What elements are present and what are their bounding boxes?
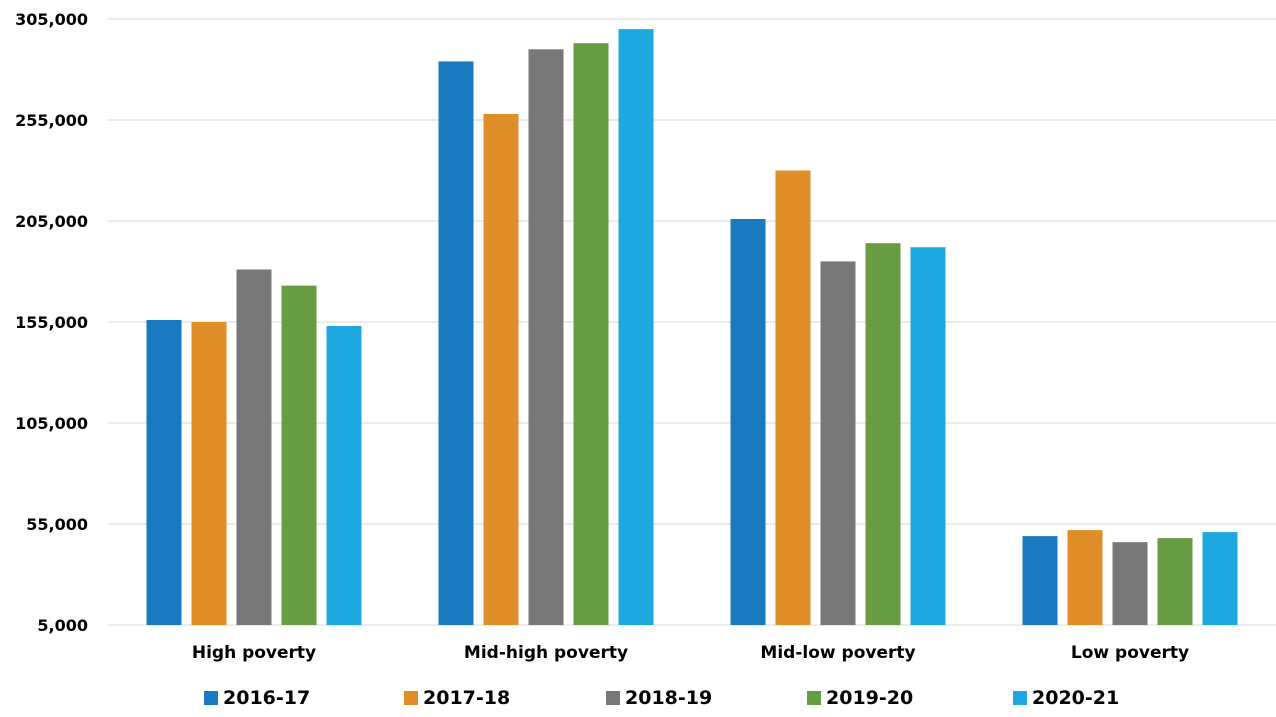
bar-2018-19-high-poverty	[236, 269, 272, 625]
bar-2018-19-mid-low-poverty	[820, 261, 856, 625]
y-tick-label: 205,000	[15, 212, 88, 231]
legend-swatch	[1013, 691, 1027, 705]
legend-label: 2019-20	[826, 687, 913, 709]
bar-2018-19-low-poverty	[1112, 542, 1148, 625]
bar-2017-18-mid-low-poverty	[775, 170, 811, 625]
legend-swatch	[807, 691, 821, 705]
legend-swatch	[404, 691, 418, 705]
legend-swatch	[606, 691, 620, 705]
bar-2020-21-high-poverty	[326, 326, 362, 625]
x-category-label: Low poverty	[1071, 643, 1189, 663]
y-tick-label: 155,000	[15, 313, 88, 332]
legend-label: 2018-19	[625, 687, 712, 709]
bar-2020-21-low-poverty	[1202, 532, 1238, 625]
bar-2019-20-mid-low-poverty	[865, 243, 901, 625]
bar-2017-18-high-poverty	[191, 322, 227, 625]
bar-2018-19-mid-high-poverty	[528, 49, 564, 626]
legend-label: 2020-21	[1032, 687, 1119, 709]
legend: 2016-17 2017-18 2018-19 2019-20 2020-21	[204, 687, 1119, 709]
bar-2020-21-mid-low-poverty	[910, 247, 946, 625]
x-category-label: Mid-high poverty	[464, 643, 628, 663]
bar-2016-17-mid-high-poverty	[438, 61, 474, 626]
legend-swatch	[204, 691, 218, 705]
bar-2020-21-mid-high-poverty	[618, 29, 654, 626]
bar-2016-17-mid-low-poverty	[730, 218, 766, 626]
bar-2019-20-low-poverty	[1157, 538, 1193, 625]
bar-2017-18-low-poverty	[1067, 530, 1103, 625]
y-tick-label: 105,000	[15, 414, 88, 433]
legend-label: 2017-18	[423, 687, 510, 709]
y-tick-label: 255,000	[15, 111, 88, 130]
y-axis-tick-labels: 5,000 55,000 105,000 155,000 205,000 255,000 3…	[15, 10, 88, 635]
bar-2016-17-low-poverty	[1022, 536, 1058, 625]
legend-label: 2016-17	[223, 687, 310, 709]
bar-2017-18-mid-high-poverty	[483, 113, 519, 625]
bar-2019-20-mid-high-poverty	[573, 43, 609, 626]
bar-2019-20-high-poverty	[281, 285, 317, 625]
y-tick-label: 305,000	[15, 10, 88, 29]
x-axis-category-labels: High poverty Mid-high poverty Mid-low pove…	[192, 643, 1189, 663]
bars	[146, 29, 1238, 626]
y-tick-label: 5,000	[37, 616, 88, 635]
y-tick-label: 55,000	[26, 515, 88, 534]
x-category-label: Mid-low poverty	[760, 643, 915, 663]
x-category-label: High poverty	[192, 643, 316, 663]
bar-2016-17-high-poverty	[146, 319, 182, 625]
